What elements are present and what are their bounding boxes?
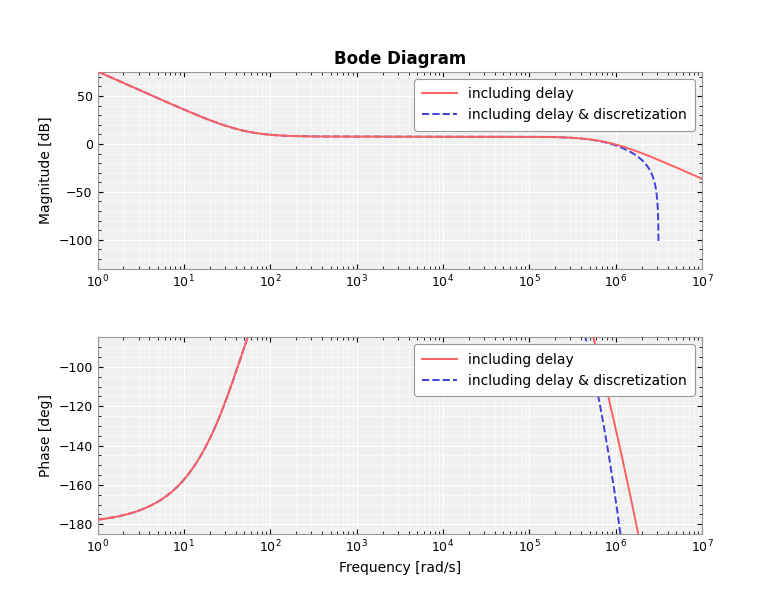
including delay & discretization bbox=[93, 516, 102, 523]
including delay bbox=[456, 173, 465, 180]
including delay bbox=[486, 179, 495, 186]
including delay bbox=[456, 133, 465, 140]
including delay & discretization bbox=[619, 558, 629, 565]
including delay bbox=[590, 136, 599, 143]
including delay bbox=[697, 175, 707, 182]
including delay & discretization bbox=[250, 129, 259, 136]
including delay & discretization bbox=[654, 238, 663, 245]
X-axis label: Frequency [rad/s]: Frequency [rad/s] bbox=[339, 561, 461, 575]
Line: including delay & discretization: including delay & discretization bbox=[98, 71, 658, 242]
including delay & discretization bbox=[415, 171, 424, 178]
Line: including delay & discretization: including delay & discretization bbox=[98, 175, 658, 600]
including delay & discretization bbox=[470, 133, 479, 140]
including delay bbox=[203, 116, 212, 123]
including delay bbox=[544, 223, 553, 230]
including delay bbox=[203, 440, 212, 447]
including delay bbox=[93, 68, 102, 75]
including delay bbox=[544, 133, 553, 140]
Legend: including delay, including delay & discretization: including delay, including delay & discr… bbox=[414, 79, 695, 131]
including delay & discretization bbox=[190, 461, 200, 468]
including delay & discretization bbox=[190, 111, 200, 118]
including delay bbox=[486, 133, 495, 140]
Legend: including delay, including delay & discretization: including delay, including delay & discr… bbox=[414, 344, 695, 396]
including delay & discretization bbox=[470, 176, 479, 184]
including delay bbox=[590, 338, 599, 346]
including delay & discretization bbox=[349, 133, 359, 140]
including delay bbox=[417, 170, 427, 178]
including delay bbox=[324, 133, 333, 140]
Y-axis label: Magnitude [dB]: Magnitude [dB] bbox=[39, 116, 53, 224]
Line: including delay: including delay bbox=[98, 174, 702, 600]
Line: including delay: including delay bbox=[98, 71, 702, 179]
including delay & discretization bbox=[174, 482, 183, 489]
including delay bbox=[93, 516, 102, 523]
Y-axis label: Phase [deg]: Phase [deg] bbox=[39, 394, 53, 477]
including delay & discretization bbox=[93, 68, 102, 75]
including delay bbox=[324, 191, 333, 198]
Title: Bode Diagram: Bode Diagram bbox=[334, 50, 466, 68]
including delay & discretization bbox=[619, 145, 629, 152]
including delay & discretization bbox=[250, 314, 259, 322]
including delay & discretization bbox=[349, 179, 359, 186]
including delay & discretization bbox=[174, 104, 183, 111]
